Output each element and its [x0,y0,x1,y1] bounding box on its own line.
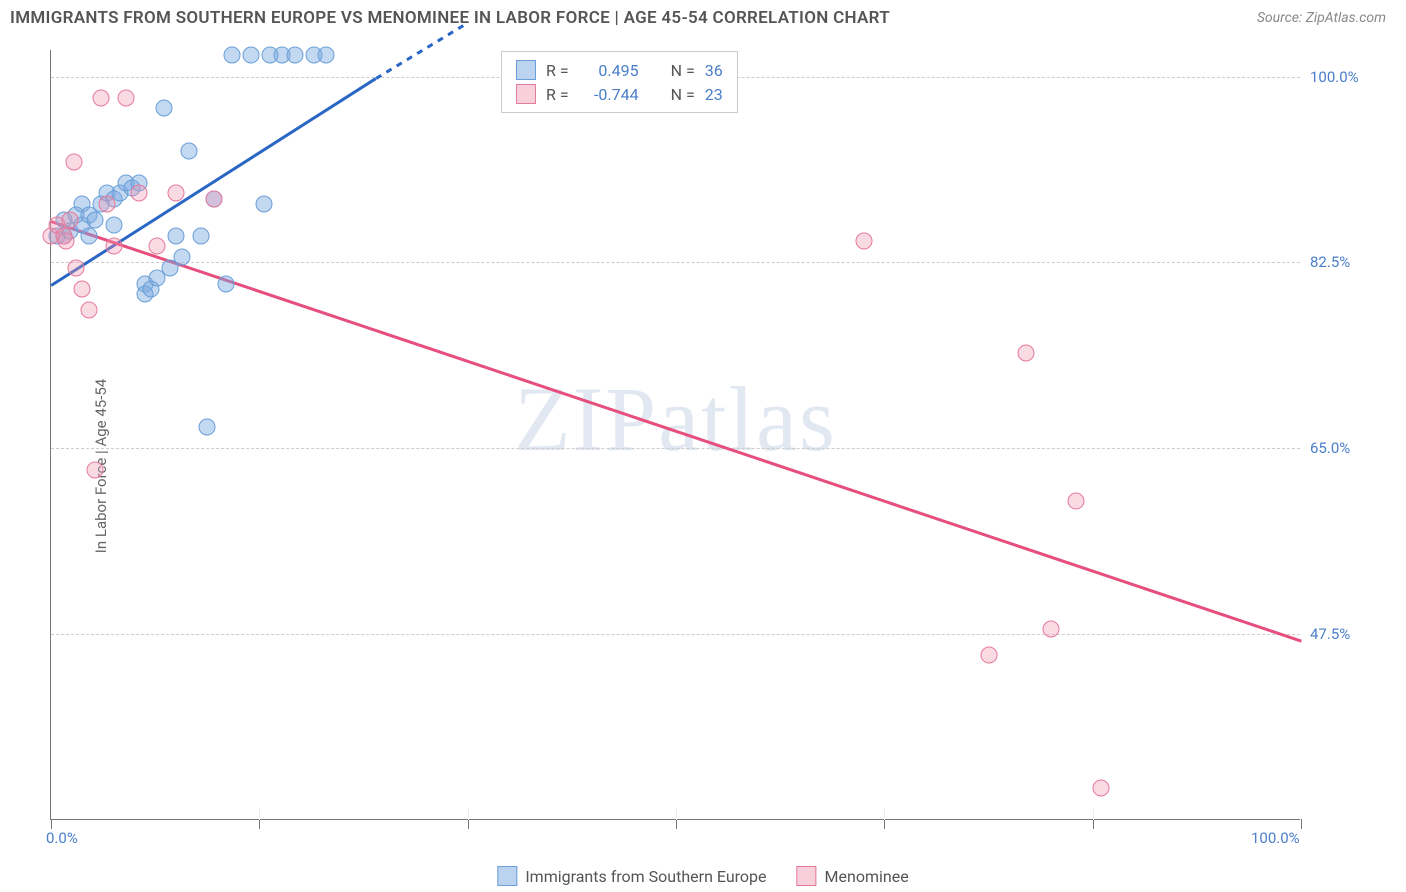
legend-swatch-blue [497,866,517,886]
data-point-blue [218,275,235,292]
data-point-pink [205,190,222,207]
y-tick-label: 100.0% [1310,68,1390,86]
data-point-pink [1018,344,1035,361]
data-point-blue [168,227,185,244]
gridline-h [51,448,1300,449]
gridline-h [51,634,1300,635]
data-point-pink [93,89,110,106]
title-bar: IMMIGRANTS FROM SOUTHERN EUROPE VS MENOM… [0,0,1406,36]
x-tick [1301,819,1302,829]
data-point-pink [80,302,97,319]
legend-swatch-blue [516,60,536,80]
x-tick [1093,819,1094,829]
data-point-pink [86,461,103,478]
x-tick [51,819,52,829]
data-point-pink [1043,620,1060,637]
trend-line [51,220,1302,642]
data-point-blue [180,142,197,159]
data-point-blue [243,47,260,64]
legend-swatch-pink [797,866,817,886]
n-value: 36 [705,61,723,80]
data-point-pink [118,89,135,106]
x-tick [468,819,469,829]
data-point-pink [99,196,116,213]
chart-container: In Labor Force | Age 45-54 ZIPatlas 47.5… [0,40,1406,892]
y-tick-label: 82.5% [1310,253,1390,271]
x-tick [259,819,260,829]
x-tick [884,819,885,829]
data-point-blue [174,249,191,266]
data-point-pink [74,280,91,297]
data-point-pink [149,238,166,255]
x-tick-label: 0.0% [46,829,78,847]
data-point-pink [1068,493,1085,510]
data-point-blue [199,419,216,436]
legend-swatch-pink [516,84,536,104]
legend-label: Menominee [825,867,909,886]
data-point-pink [68,259,85,276]
legend-label: Immigrants from Southern Europe [525,867,766,886]
r-value: -0.744 [579,85,639,104]
data-point-blue [86,211,103,228]
stats-legend-row: R = 0.495 N = 36 [516,58,723,82]
data-point-blue [224,47,241,64]
y-tick-label: 65.0% [1310,439,1390,457]
data-point-pink [855,233,872,250]
r-label: R = [546,61,569,80]
n-label: N = [671,61,695,80]
gridline-h [51,262,1300,263]
data-point-blue [80,227,97,244]
trend-line [50,77,376,286]
data-point-pink [130,185,147,202]
data-point-blue [155,100,172,117]
stats-legend: R = 0.495 N = 36 R = -0.744 N = 23 [501,51,738,113]
data-point-blue [193,227,210,244]
data-point-pink [168,185,185,202]
stats-legend-row: R = -0.744 N = 23 [516,82,723,106]
data-point-pink [61,211,78,228]
data-point-blue [105,217,122,234]
r-label: R = [546,85,569,104]
data-point-pink [65,153,82,170]
n-label: N = [671,85,695,104]
chart-title: IMMIGRANTS FROM SOUTHERN EUROPE VS MENOM… [10,8,890,28]
r-value: 0.495 [579,61,639,80]
data-point-pink [105,238,122,255]
data-point-blue [255,196,272,213]
data-point-pink [1093,780,1110,797]
data-point-blue [286,47,303,64]
data-point-pink [980,647,997,664]
watermark: ZIPatlas [514,366,837,472]
n-value: 23 [705,85,723,104]
plot-area: ZIPatlas 47.5%65.0%82.5%100.0%0.0%100.0%… [50,50,1300,820]
source-label: Source: ZipAtlas.com [1257,10,1386,26]
x-tick-label: 100.0% [1251,829,1300,847]
y-tick-label: 47.5% [1310,625,1390,643]
data-point-pink [58,233,75,250]
bottom-legend: Immigrants from Southern Europe Menominee [497,866,908,886]
data-point-blue [318,47,335,64]
x-tick [676,819,677,829]
legend-item-pink: Menominee [797,866,909,886]
legend-item-blue: Immigrants from Southern Europe [497,866,766,886]
